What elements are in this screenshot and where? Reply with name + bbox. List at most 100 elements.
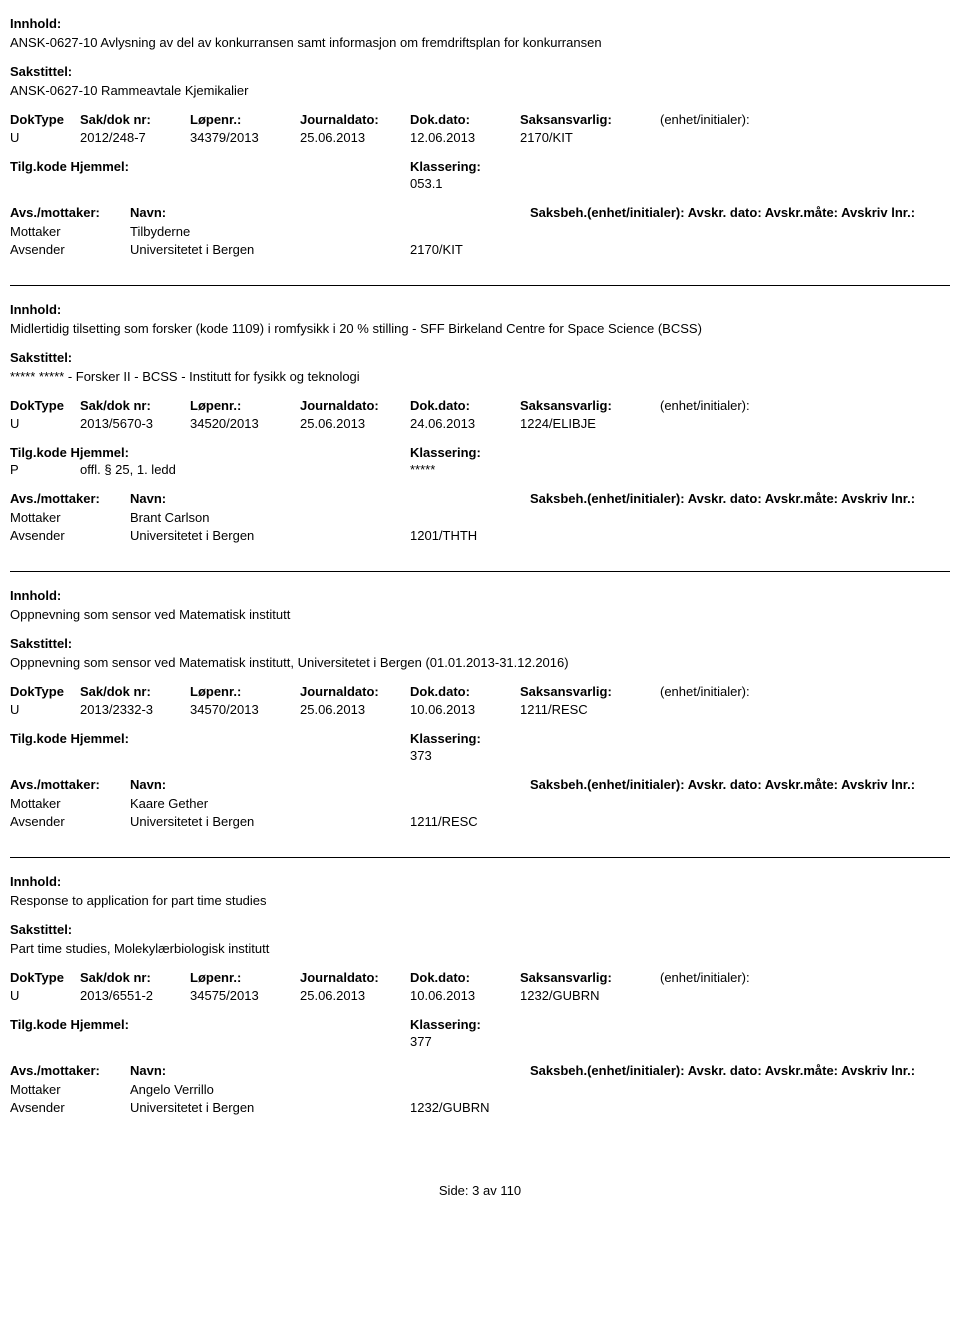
hdr-lopenr: Løpenr.: <box>190 398 300 413</box>
hdr-journaldato: Journaldato: <box>300 684 410 699</box>
avsender-navn: Universitetet i Bergen <box>130 1100 410 1115</box>
hdr-navn: Navn: <box>130 1063 410 1078</box>
val-saksansvarlig: 1232/GUBRN <box>520 988 660 1003</box>
val-dokdato: 12.06.2013 <box>410 130 520 145</box>
row-avsender: Avsender Universitetet i Bergen 1211/RES… <box>10 814 950 829</box>
footer-total: 110 <box>500 1183 521 1198</box>
hdr-saksbeh: Saksbeh.(enhet/initialer): Avskr. dato: … <box>530 205 950 220</box>
hdr-navn: Navn: <box>130 777 410 792</box>
val-saksansvarlig: 1211/RESC <box>520 702 660 717</box>
mottaker-navn: Tilbyderne <box>130 224 410 239</box>
hdr-enhet: (enhet/initialer): <box>660 684 860 699</box>
hdr-saksbeh: Saksbeh.(enhet/initialer): Avskr. dato: … <box>530 491 950 506</box>
val-dokdato: 10.06.2013 <box>410 702 520 717</box>
val-tilgkode <box>10 748 80 763</box>
row2-values: P offl. § 25, 1. ledd ***** <box>10 462 950 477</box>
hdr-journaldato: Journaldato: <box>300 398 410 413</box>
hdr-tilg-hjemmel: Tilg.kode Hjemmel: <box>10 1017 410 1032</box>
row3-headers: Avs./mottaker: Navn: Saksbeh.(enhet/init… <box>10 1063 950 1078</box>
innhold-label: Innhold: <box>10 302 950 317</box>
hdr-saksansvarlig: Saksansvarlig: <box>520 970 660 985</box>
footer-page: 3 <box>472 1183 479 1198</box>
mottaker-label: Mottaker <box>10 1082 130 1097</box>
row2-headers: Tilg.kode Hjemmel: Klassering: <box>10 159 950 174</box>
val-saksansvarlig: 1224/ELIBJE <box>520 416 660 431</box>
hdr-avsmottaker: Avs./mottaker: <box>10 777 130 792</box>
sakstittel-text: ANSK-0627-10 Rammeavtale Kjemikalier <box>10 83 950 98</box>
row-mottaker: Mottaker Angelo Verrillo <box>10 1082 950 1097</box>
row2-headers: Tilg.kode Hjemmel: Klassering: <box>10 445 950 460</box>
val-tilgkode <box>10 1034 80 1049</box>
hdr-saksbeh: Saksbeh.(enhet/initialer): Avskr. dato: … <box>530 777 950 792</box>
row1-headers: DokType Sak/dok nr: Løpenr.: Journaldato… <box>10 684 950 699</box>
page-footer: Side: 3 av 110 <box>10 1183 950 1198</box>
innhold-text: Oppnevning som sensor ved Matematisk ins… <box>10 607 950 622</box>
val-klassering: 373 <box>410 748 610 763</box>
record: Innhold: ANSK-0627-10 Avlysning av del a… <box>10 16 950 286</box>
val-hjemmel <box>80 1034 410 1049</box>
avsender-label: Avsender <box>10 1100 130 1115</box>
record: Innhold: Oppnevning som sensor ved Matem… <box>10 588 950 858</box>
hdr-dokdato: Dok.dato: <box>410 112 520 127</box>
val-hjemmel <box>80 176 410 191</box>
val-dokdato: 10.06.2013 <box>410 988 520 1003</box>
val-sakdok: 2013/6551-2 <box>80 988 190 1003</box>
row1-headers: DokType Sak/dok nr: Løpenr.: Journaldato… <box>10 112 950 127</box>
hdr-enhet: (enhet/initialer): <box>660 970 860 985</box>
innhold-text: Response to application for part time st… <box>10 893 950 908</box>
row2-values: 373 <box>10 748 950 763</box>
innhold-label: Innhold: <box>10 588 950 603</box>
row-mottaker: Mottaker Tilbyderne <box>10 224 950 239</box>
avsender-code: 2170/KIT <box>410 242 610 257</box>
row3-headers: Avs./mottaker: Navn: Saksbeh.(enhet/init… <box>10 491 950 506</box>
val-lopenr: 34575/2013 <box>190 988 300 1003</box>
mottaker-navn: Kaare Gether <box>130 796 410 811</box>
val-dokdato: 24.06.2013 <box>410 416 520 431</box>
innhold-text: Midlertidig tilsetting som forsker (kode… <box>10 321 950 336</box>
hdr-saksansvarlig: Saksansvarlig: <box>520 398 660 413</box>
hdr-doktype: DokType <box>10 970 80 985</box>
row-mottaker: Mottaker Kaare Gether <box>10 796 950 811</box>
val-tilgkode <box>10 176 80 191</box>
hdr-dokdato: Dok.dato: <box>410 970 520 985</box>
hdr-tilg-hjemmel: Tilg.kode Hjemmel: <box>10 159 410 174</box>
innhold-label: Innhold: <box>10 874 950 889</box>
mottaker-navn: Brant Carlson <box>130 510 410 525</box>
row1-values: U 2013/6551-2 34575/2013 25.06.2013 10.0… <box>10 988 950 1003</box>
row1-values: U 2013/2332-3 34570/2013 25.06.2013 10.0… <box>10 702 950 717</box>
hdr-klassering: Klassering: <box>410 159 610 174</box>
hdr-dokdato: Dok.dato: <box>410 684 520 699</box>
val-journaldato: 25.06.2013 <box>300 988 410 1003</box>
mottaker-label: Mottaker <box>10 510 130 525</box>
mottaker-label: Mottaker <box>10 224 130 239</box>
hdr-doktype: DokType <box>10 112 80 127</box>
val-enhet-blank <box>660 130 860 145</box>
avsender-navn: Universitetet i Bergen <box>130 528 410 543</box>
val-sakdok: 2013/5670-3 <box>80 416 190 431</box>
hdr-lopenr: Løpenr.: <box>190 684 300 699</box>
hdr-tilg-hjemmel: Tilg.kode Hjemmel: <box>10 731 410 746</box>
innhold-text: ANSK-0627-10 Avlysning av del av konkurr… <box>10 35 950 50</box>
sakstittel-text: ***** ***** - Forsker II - BCSS - Instit… <box>10 369 950 384</box>
row2-headers: Tilg.kode Hjemmel: Klassering: <box>10 731 950 746</box>
row1-headers: DokType Sak/dok nr: Løpenr.: Journaldato… <box>10 970 950 985</box>
val-doktype: U <box>10 416 80 431</box>
avsender-label: Avsender <box>10 242 130 257</box>
row1-values: U 2012/248-7 34379/2013 25.06.2013 12.06… <box>10 130 950 145</box>
avsender-navn: Universitetet i Bergen <box>130 814 410 829</box>
footer-prefix: Side: <box>439 1183 469 1198</box>
hdr-lopenr: Løpenr.: <box>190 112 300 127</box>
mottaker-label: Mottaker <box>10 796 130 811</box>
sakstittel-text: Oppnevning som sensor ved Matematisk ins… <box>10 655 950 670</box>
hdr-klassering: Klassering: <box>410 1017 610 1032</box>
val-sakdok: 2013/2332-3 <box>80 702 190 717</box>
val-klassering: ***** <box>410 462 610 477</box>
hdr-dokdato: Dok.dato: <box>410 398 520 413</box>
hdr-avsmottaker: Avs./mottaker: <box>10 205 130 220</box>
hdr-saksansvarlig: Saksansvarlig: <box>520 112 660 127</box>
val-klassering: 377 <box>410 1034 610 1049</box>
record: Innhold: Midlertidig tilsetting som fors… <box>10 302 950 572</box>
hdr-klassering: Klassering: <box>410 445 610 460</box>
hdr-doktype: DokType <box>10 398 80 413</box>
hdr-enhet: (enhet/initialer): <box>660 112 860 127</box>
